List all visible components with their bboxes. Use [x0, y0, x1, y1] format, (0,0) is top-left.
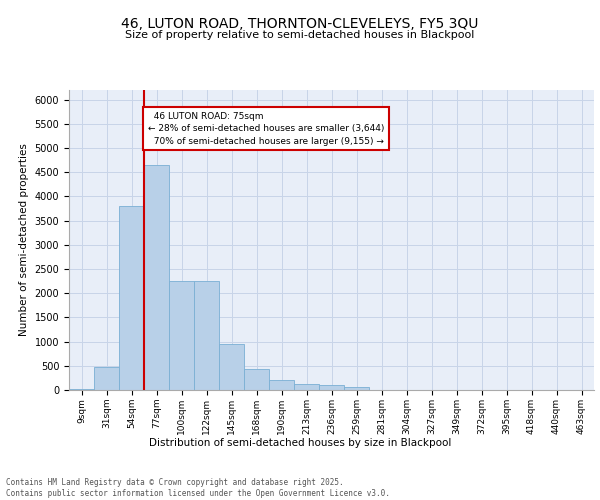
- Bar: [144, 165, 169, 390]
- Text: 46 LUTON ROAD: 75sqm
← 28% of semi-detached houses are smaller (3,644)
  70% of : 46 LUTON ROAD: 75sqm ← 28% of semi-detac…: [148, 112, 384, 146]
- Bar: [219, 344, 244, 390]
- Bar: [169, 281, 194, 390]
- Y-axis label: Number of semi-detached properties: Number of semi-detached properties: [19, 144, 29, 336]
- Bar: [119, 206, 144, 390]
- Bar: [269, 380, 294, 390]
- Text: Size of property relative to semi-detached houses in Blackpool: Size of property relative to semi-detach…: [125, 30, 475, 40]
- Bar: [69, 388, 94, 390]
- Bar: [194, 281, 219, 390]
- Text: Distribution of semi-detached houses by size in Blackpool: Distribution of semi-detached houses by …: [149, 438, 451, 448]
- Bar: [319, 384, 344, 390]
- Bar: [94, 367, 119, 390]
- Text: 46, LUTON ROAD, THORNTON-CLEVELEYS, FY5 3QU: 46, LUTON ROAD, THORNTON-CLEVELEYS, FY5 …: [121, 18, 479, 32]
- Bar: [244, 369, 269, 390]
- Bar: [294, 384, 319, 390]
- Text: Contains HM Land Registry data © Crown copyright and database right 2025.
Contai: Contains HM Land Registry data © Crown c…: [6, 478, 390, 498]
- Bar: [344, 386, 369, 390]
